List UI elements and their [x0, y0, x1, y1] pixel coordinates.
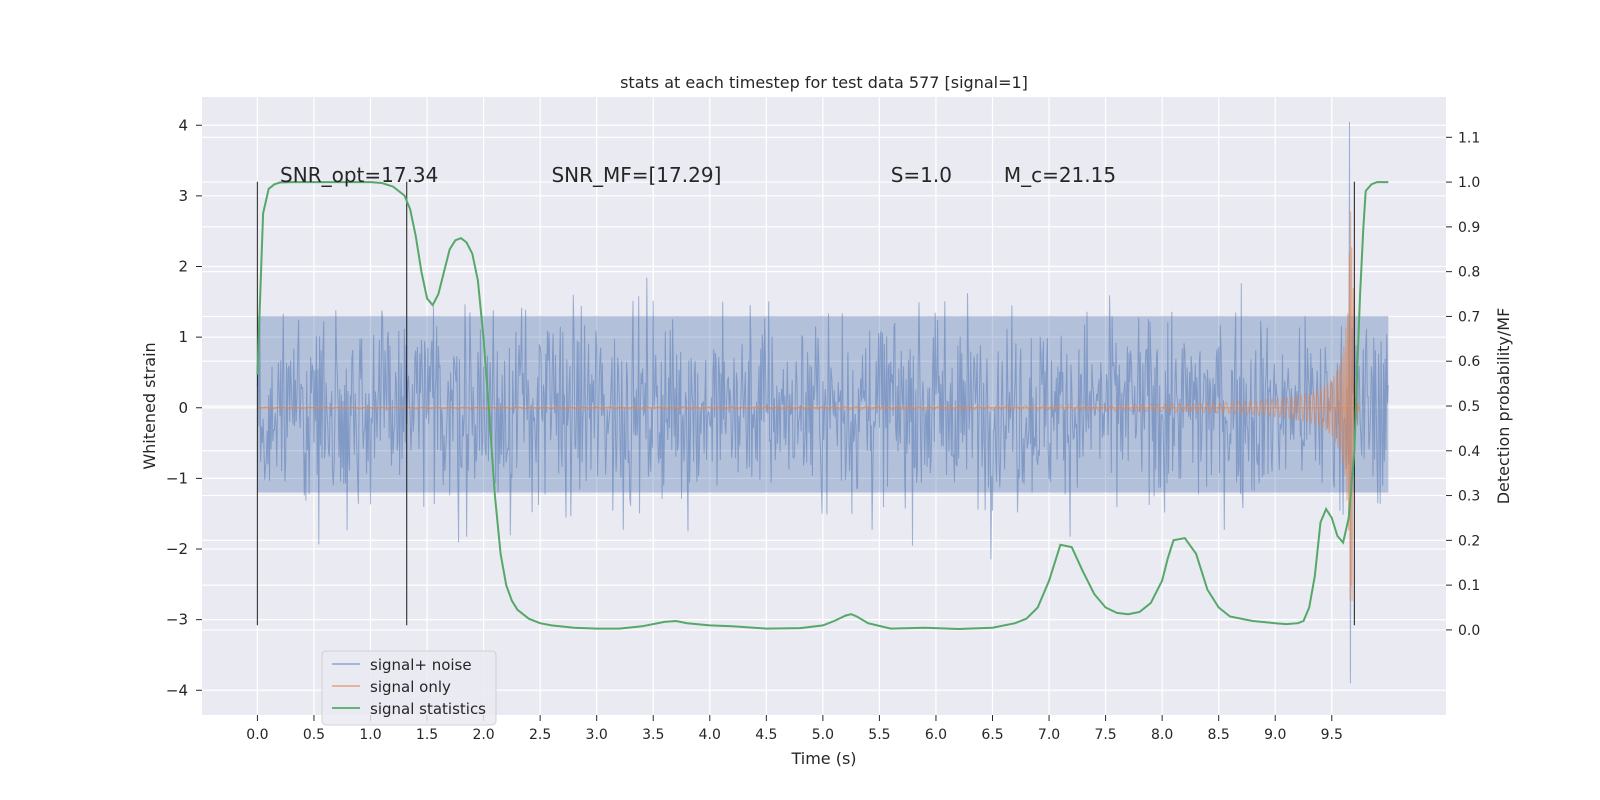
annotation-text: S=1.0 [891, 163, 952, 187]
right-y-tick-label: 0.3 [1458, 489, 1480, 505]
right-y-axis-ticks: 0.0 0.1 0.2 0.3 0.4 0.5 0.6 0.7 0.8 0.9 1.0 1.1 [1446, 130, 1480, 639]
left-y-tick-label: 3 [178, 187, 188, 205]
right-y-axis-label: Detection probability/MF [1494, 308, 1513, 505]
right-y-tick-label: 0.8 [1458, 265, 1480, 281]
left-y-tick-label: −4 [166, 681, 188, 699]
legend-label-signal-noise: signal+ noise [370, 656, 472, 674]
signal-only-series [257, 211, 1361, 602]
x-tick-label: 2.5 [529, 727, 551, 743]
x-tick-label: 8.5 [1208, 727, 1230, 743]
left-y-tick-label: −1 [166, 469, 188, 487]
legend-label-signal-only: signal only [370, 678, 451, 696]
legend-box [321, 650, 497, 726]
left-y-tick-label: 0 [178, 399, 188, 417]
signal-noise-line [256, 121, 1389, 684]
x-tick-label: 0.0 [246, 727, 268, 743]
signal-statistics-series [256, 181, 1389, 631]
right-y-tick-label: 0.9 [1458, 220, 1480, 236]
chart-title: stats at each timestep for test data 577… [620, 73, 1028, 92]
left-y-tick-label: 4 [178, 116, 188, 134]
right-y-tick-label: 0.6 [1458, 354, 1480, 370]
x-tick-label: 0.5 [303, 727, 325, 743]
left-y-axis-label: Whitened strain [140, 342, 159, 469]
left-y-axis-ticks: −4 −3 −2 −1 0 1 2 3 4 [166, 116, 202, 699]
right-y-tick-label: 0.5 [1458, 399, 1480, 415]
legend-label-signal-statistics: signal statistics [370, 700, 486, 718]
x-tick-label: 4.5 [755, 727, 777, 743]
x-tick-label: 7.0 [1038, 727, 1060, 743]
annotation-text: SNR_MF=[17.29] [551, 163, 721, 187]
x-tick-label: 4.0 [699, 727, 721, 743]
x-tick-label: 6.5 [981, 727, 1003, 743]
x-tick-label: 7.5 [1094, 727, 1116, 743]
right-y-tick-label: 0.2 [1458, 533, 1480, 549]
right-y-tick-label: 0.4 [1458, 444, 1480, 460]
x-tick-label: 1.5 [416, 727, 438, 743]
left-y-tick-label: 1 [178, 328, 188, 346]
x-tick-label: 1.0 [359, 727, 381, 743]
x-tick-label: 6.0 [925, 727, 947, 743]
annotation-text: SNR_opt=17.34 [280, 163, 438, 187]
right-y-tick-label: 1.0 [1458, 175, 1480, 191]
left-y-tick-label: −2 [166, 540, 188, 558]
x-tick-label: 8.0 [1151, 727, 1173, 743]
signal-statistics-line [256, 181, 1389, 631]
x-tick-label: 2.0 [472, 727, 494, 743]
annotations: SNR_opt=17.34 SNR_MF=[17.29] S=1.0 M_c=21.1… [280, 163, 1116, 187]
x-tick-label: 3.5 [642, 727, 664, 743]
vertical-markers [256, 181, 1355, 626]
x-tick-label: 3.0 [586, 727, 608, 743]
right-y-tick-label: 0.0 [1458, 623, 1480, 639]
x-tick-label: 9.5 [1321, 727, 1343, 743]
x-axis-ticks: 0.0 0.5 1.0 1.5 2.0 2.5 3.0 3.5 4.0 4.5 5.0 5.5 6.0 6… [246, 715, 1343, 743]
x-axis-label: Time (s) [790, 749, 856, 768]
legend: signal+ noise signal only signal statist… [321, 650, 497, 726]
x-tick-label: 5.5 [868, 727, 890, 743]
right-y-tick-label: 0.7 [1458, 309, 1480, 325]
x-tick-label: 5.0 [812, 727, 834, 743]
x-tick-label: 9.0 [1264, 727, 1286, 743]
right-y-tick-label: 1.1 [1458, 130, 1480, 146]
right-y-tick-label: 0.1 [1458, 578, 1480, 594]
left-y-tick-label: 2 [178, 258, 188, 276]
left-y-tick-label: −3 [166, 611, 188, 629]
annotation-text: M_c=21.15 [1004, 163, 1116, 187]
